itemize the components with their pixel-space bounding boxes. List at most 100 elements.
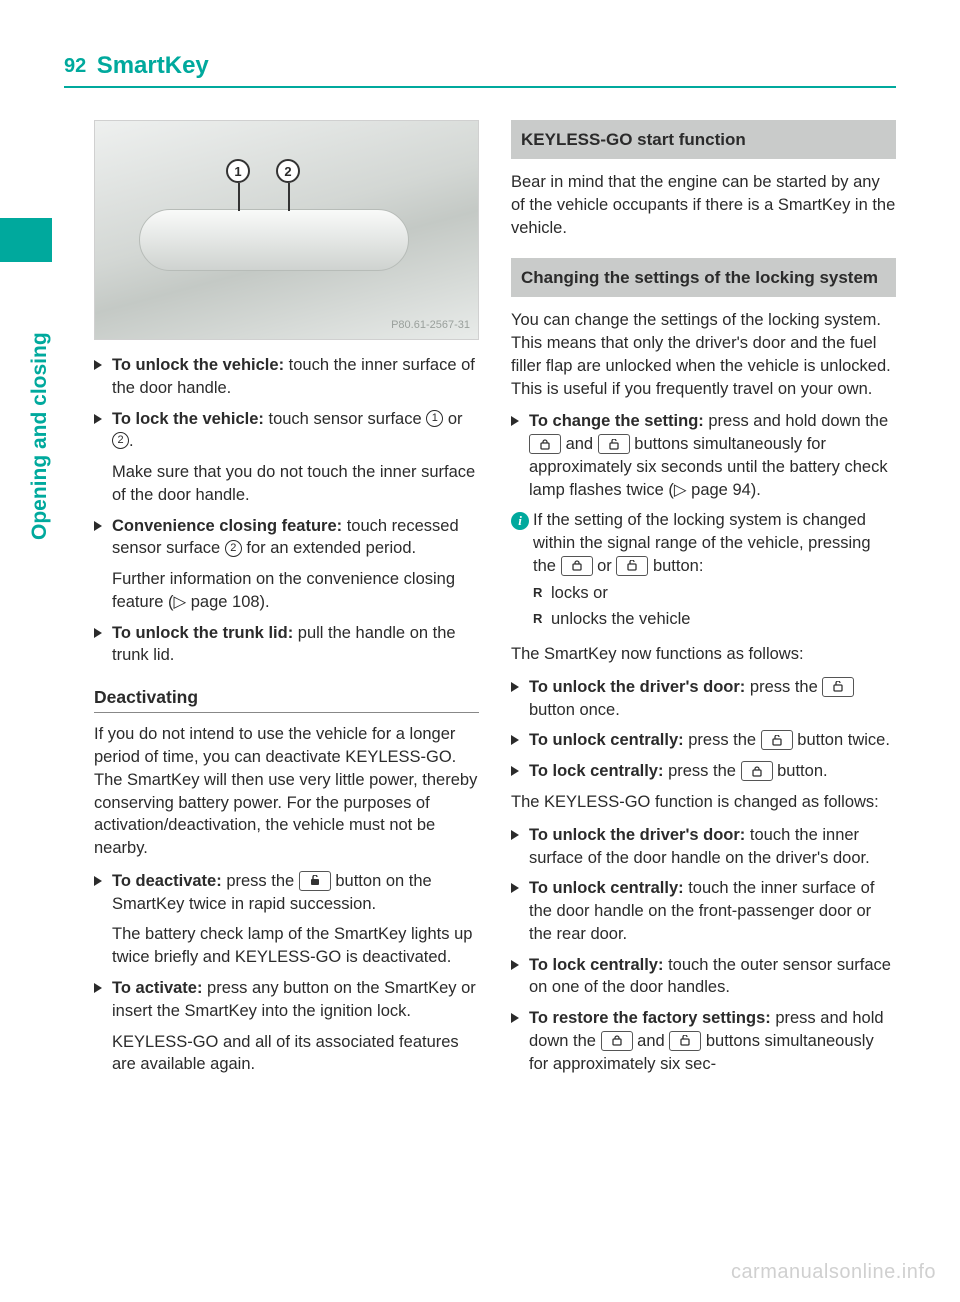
keyless-go-now-text: The KEYLESS-GO function is changed as fo… [511, 791, 896, 814]
steps-list-3: To change the setting: press and hold do… [511, 410, 896, 635]
continuation-text: Make sure that you do not touch the inne… [94, 461, 479, 507]
sub-text: unlocks the vehicle [551, 608, 896, 631]
triangle-icon [511, 766, 519, 776]
step-item: To deactivate: press the button on the S… [94, 870, 479, 916]
step-bold: To lock centrally: [529, 762, 663, 780]
steps-list-1: To unlock the vehicle: touch the inner s… [94, 354, 479, 453]
changing-intro: You can change the settings of the locki… [511, 309, 896, 400]
ref-marker-2: 2 [112, 432, 129, 449]
side-tab [0, 218, 52, 262]
triangle-icon [94, 414, 102, 424]
note-text: button: [648, 557, 703, 575]
step-bold: To restore the factory settings: [529, 1009, 771, 1027]
step-item: To lock centrally: press the button. [511, 760, 896, 783]
steps-list-2b: To activate: press any button on the Sma… [94, 977, 479, 1023]
triangle-icon [511, 1013, 519, 1023]
step-text: touch sensor surface [264, 410, 426, 428]
steps-list-4: To unlock the driver's door: press the b… [511, 676, 896, 783]
step-text: or [443, 410, 462, 428]
door-handle-figure: 1 2 P80.61-2567-31 [94, 120, 479, 340]
unlock-key-icon [822, 677, 854, 697]
bullet-r: R [533, 582, 551, 605]
heading-keyless-go: KEYLESS-GO start function [511, 120, 896, 159]
marker-stem-2 [288, 183, 290, 211]
triangle-icon [511, 830, 519, 840]
page-number: 92 [64, 55, 86, 78]
ref-marker-1: 1 [426, 410, 443, 427]
continuation-text: The battery check lamp of the SmartKey l… [94, 923, 479, 969]
sub-bullets: Rlocks or Runlocks the vehicle [533, 582, 896, 632]
ref-marker-2: 2 [225, 540, 242, 557]
step-bold: To lock the vehicle: [112, 410, 264, 428]
deactivating-intro: If you do not intend to use the vehicle … [94, 723, 479, 860]
triangle-icon [511, 682, 519, 692]
step-bold: To unlock the trunk lid: [112, 624, 293, 642]
marker-stem-1 [238, 183, 240, 211]
triangle-icon [94, 983, 102, 993]
triangle-icon [94, 628, 102, 638]
bullet-r: R [533, 608, 551, 631]
steps-list-1c: To unlock the trunk lid: pull the handle… [94, 622, 479, 668]
steps-list-1b: Convenience closing feature: touch reces… [94, 515, 479, 561]
triangle-icon [94, 360, 102, 370]
unlock-key-icon [669, 1031, 701, 1051]
triangle-icon [94, 521, 102, 531]
step-item: To unlock centrally: touch the inner sur… [511, 877, 896, 945]
triangle-icon [511, 883, 519, 893]
lock-key-icon [561, 556, 593, 576]
step-text: button. [773, 762, 828, 780]
info-icon: i [511, 512, 529, 530]
lock-key-icon [601, 1031, 633, 1051]
step-text: press the [222, 872, 299, 890]
steps-list-2: To deactivate: press the button on the S… [94, 870, 479, 916]
step-text: press the [663, 762, 740, 780]
step-bold: To unlock the driver's door: [529, 826, 745, 844]
step-text: and [561, 435, 598, 453]
step-text: press and hold down the [704, 412, 888, 430]
triangle-icon [511, 416, 519, 426]
smartkey-now-text: The SmartKey now functions as follows: [511, 643, 896, 666]
triangle-icon [94, 876, 102, 886]
steps-list-5: To unlock the driver's door: touch the i… [511, 824, 896, 1076]
watermark: carmanualsonline.info [731, 1261, 936, 1284]
step-bold: To unlock the vehicle: [112, 356, 284, 374]
unlock-key-icon [299, 871, 331, 891]
step-bold: To activate: [112, 979, 202, 997]
step-bold: To unlock centrally: [529, 731, 684, 749]
step-item: Convenience closing feature: touch reces… [94, 515, 479, 561]
header-rule [64, 86, 896, 88]
note-text: or [593, 557, 617, 575]
door-handle-shape [139, 209, 409, 271]
step-text: press the [745, 678, 822, 696]
step-text: button once. [529, 701, 620, 719]
triangle-icon [511, 735, 519, 745]
step-item: To unlock centrally: press the button tw… [511, 729, 896, 752]
continuation-text: Further information on the convenience c… [94, 568, 479, 614]
sub-text: locks or [551, 582, 896, 605]
step-text: press the [684, 731, 761, 749]
step-item: To lock the vehicle: touch sensor surfac… [94, 408, 479, 454]
step-bold: To change the setting: [529, 412, 704, 430]
step-item: To change the setting: press and hold do… [511, 410, 896, 501]
page-title: SmartKey [97, 52, 209, 80]
step-text: and [633, 1032, 670, 1050]
step-item: To unlock the driver's door: touch the i… [511, 824, 896, 870]
lock-key-icon [741, 761, 773, 781]
figure-marker-1: 1 [226, 159, 250, 183]
unlock-key-icon [598, 434, 630, 454]
lock-key-icon [529, 434, 561, 454]
figure-marker-2: 2 [276, 159, 300, 183]
figure-reference: P80.61-2567-31 [391, 318, 470, 333]
step-item: To unlock the vehicle: touch the inner s… [94, 354, 479, 400]
step-item: To restore the factory settings: press a… [511, 1007, 896, 1075]
left-column: 1 2 P80.61-2567-31 To unlock the vehicle… [94, 120, 479, 1084]
step-bold: To lock centrally: [529, 956, 663, 974]
unlock-key-icon [616, 556, 648, 576]
step-item: To unlock the driver's door: press the b… [511, 676, 896, 722]
step-item: To lock centrally: touch the outer senso… [511, 954, 896, 1000]
step-bold: To unlock centrally: [529, 879, 684, 897]
step-bold: Convenience closing feature: [112, 517, 342, 535]
continuation-text: KEYLESS-GO and all of its associated fea… [94, 1031, 479, 1077]
unlock-key-icon [761, 730, 793, 750]
section-side-label: Opening and closing [28, 332, 52, 540]
